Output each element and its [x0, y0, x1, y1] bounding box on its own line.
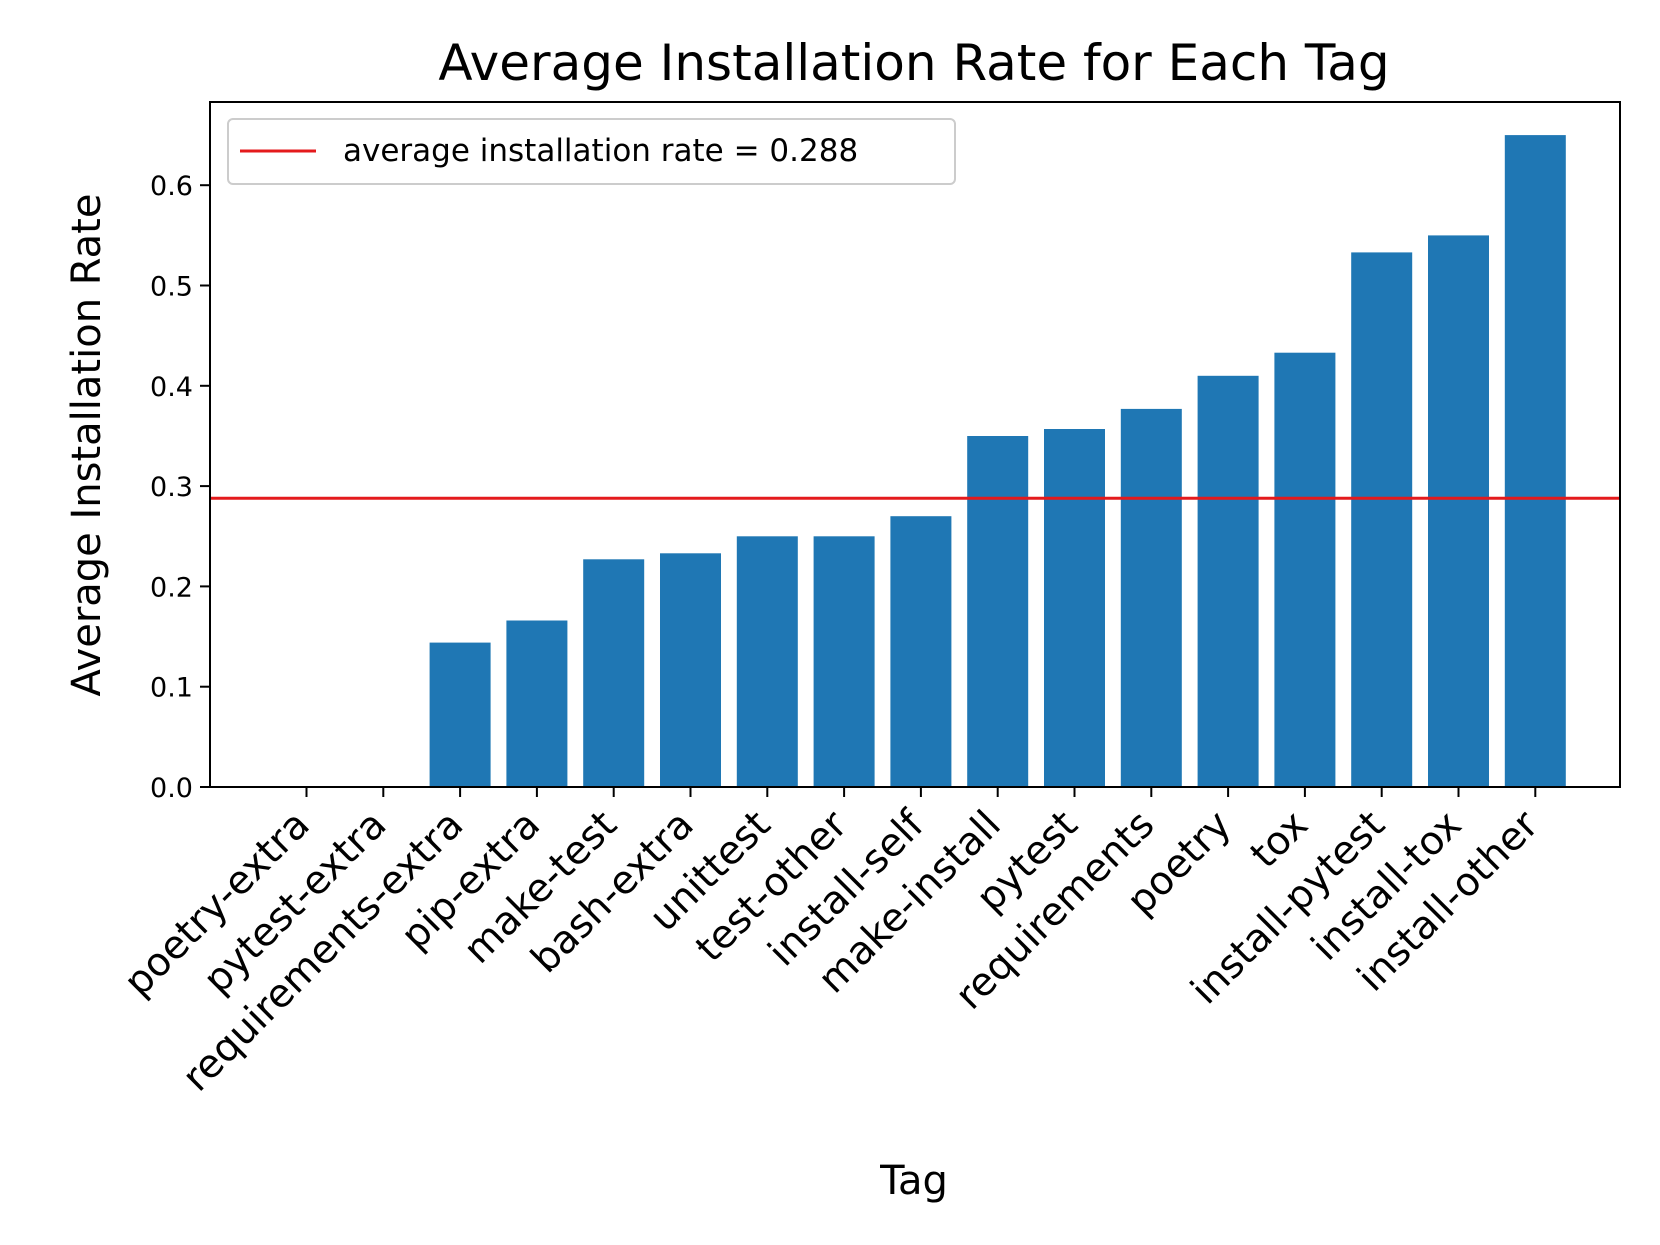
bar-bash-extra [660, 553, 721, 787]
bar-make-test [583, 559, 645, 787]
bar-requirements-extra [429, 642, 491, 787]
bar-test-other [813, 536, 875, 787]
y-tick-label: 0.2 [150, 572, 193, 603]
bar-install-self [890, 516, 952, 787]
bar-tox [1274, 352, 1336, 787]
bar-pip-extra [506, 620, 568, 787]
y-tick-label: 0.0 [150, 773, 193, 804]
y-axis-label: Average Installation Rate [64, 194, 110, 697]
y-tick-label: 0.4 [150, 372, 193, 403]
chart-title: Average Installation Rate for Each Tag [438, 34, 1389, 92]
bar-install-tox [1428, 235, 1489, 787]
bar-unittest [736, 536, 798, 787]
bar-install-pytest [1351, 252, 1413, 787]
legend: average installation rate = 0.288 [227, 118, 956, 185]
bars-group [429, 135, 1566, 788]
legend-entry-label: average installation rate = 0.288 [343, 133, 858, 169]
x-axis-label: Tag [879, 1158, 948, 1204]
bar-requirements [1120, 408, 1182, 787]
plot-frame [209, 101, 1621, 788]
y-axis-ticks: 0.0 0.1 0.2 0.3 0.4 0.5 0.6 [150, 171, 210, 804]
bar-make-install [967, 436, 1029, 787]
y-tick-label: 0.5 [150, 272, 193, 303]
x-axis-ticks: poetry-extrapytest-extrarequirements-ext… [116, 787, 1548, 1100]
bar-poetry [1197, 375, 1259, 787]
legend-box [227, 118, 956, 185]
y-tick-label: 0.3 [150, 472, 193, 503]
bar-install-other [1504, 135, 1566, 788]
y-tick-label: 0.6 [150, 171, 193, 202]
y-tick-label: 0.1 [150, 673, 193, 704]
bar-pytest [1044, 429, 1105, 787]
